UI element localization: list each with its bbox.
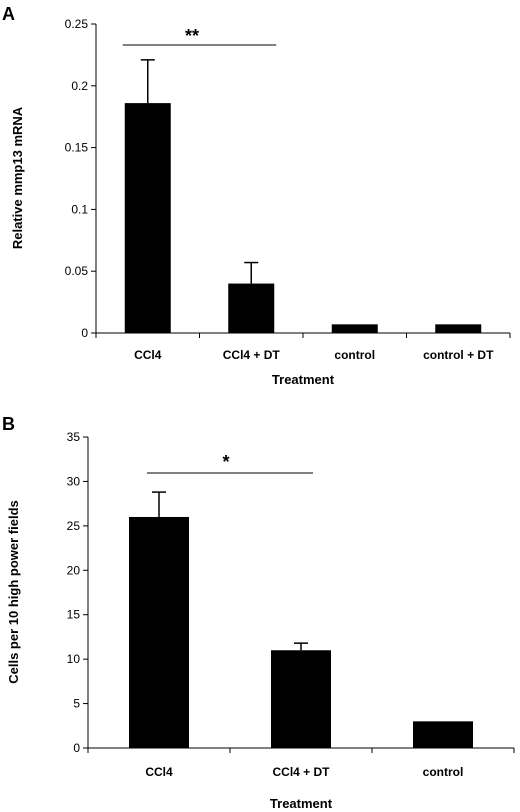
panel-a-y-tick-label: 0.25 — [65, 17, 89, 31]
panel-b-category-label: CCl4 + DT — [272, 765, 330, 779]
panel-a-y-tick-label: 0 — [81, 326, 88, 340]
panel-b-y-tick-label: 5 — [73, 697, 80, 711]
panel-a-y-tick-label: 0.05 — [65, 264, 89, 278]
panel-b-y-tick-label: 25 — [67, 519, 81, 533]
panel-b-category-label: CCl4 — [145, 765, 173, 779]
panel-b-y-tick-label: 0 — [73, 741, 80, 755]
panel-a-y-tick-label: 0.2 — [71, 79, 88, 93]
panel-b-significance-label: * — [222, 452, 229, 472]
panel-b-marks: 0 5 10 15 20 25 30 35 CCl4 CCl4 + DT control — [67, 430, 515, 779]
panel-a-marks: 0 0.05 0.1 0.15 0.2 0.25 CCl4 CCl4 + DT control c… — [65, 17, 511, 362]
panel-b-y-tick-label: 20 — [67, 563, 81, 577]
panel-a-bar — [124, 103, 171, 333]
panel-a-significance-label: ** — [185, 26, 199, 46]
panel-a-category-label: CCl4 + DT — [223, 348, 281, 362]
panel-b-bar — [271, 650, 331, 748]
panel-a-chart: A Relative mmp13 mRNA Treatment ** 0 0.05… — [2, 4, 511, 387]
panel-a-bar — [331, 324, 378, 333]
panel-a-category-label: control + DT — [423, 348, 494, 362]
panel-b-bar — [413, 721, 473, 748]
panel-a-y-axis-title: Relative mmp13 mRNA — [10, 106, 25, 249]
panel-b-x-axis-title: Treatment — [270, 796, 333, 811]
panel-b-y-tick-label: 15 — [67, 608, 81, 622]
panel-a-bar — [228, 283, 275, 333]
panel-b-letter: B — [2, 414, 15, 434]
panel-b-chart: B Cells per 10 high power fields Treatme… — [2, 414, 515, 811]
panel-b-bar — [129, 516, 189, 748]
panel-b-y-tick-label: 35 — [67, 430, 81, 444]
panel-a-bar — [435, 324, 482, 333]
panel-b-category-label: control — [423, 765, 464, 779]
panel-a-category-label: control — [334, 348, 375, 362]
panel-b-y-axis-title: Cells per 10 high power fields — [6, 500, 21, 684]
panel-a-x-axis-title: Treatment — [272, 372, 335, 387]
panel-a-y-tick-label: 0.15 — [65, 141, 89, 155]
panel-b-y-tick-label: 10 — [67, 652, 81, 666]
panel-a-y-tick-label: 0.1 — [71, 202, 88, 216]
panel-a-letter: A — [2, 4, 15, 24]
panel-b-y-tick-label: 30 — [67, 474, 81, 488]
panel-a-category-label: CCl4 — [134, 348, 162, 362]
